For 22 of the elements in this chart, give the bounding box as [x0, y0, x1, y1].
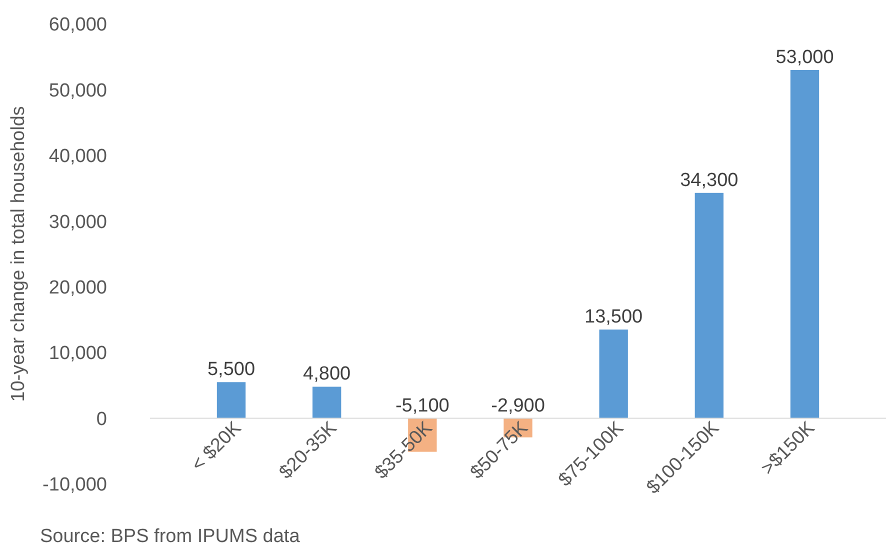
bar [694, 192, 724, 418]
data-label: 13,500 [584, 306, 643, 328]
y-tick-label: 10,000 [48, 343, 107, 364]
source-note: Source: BPS from IPUMS data [40, 526, 300, 547]
data-label: 34,300 [680, 170, 738, 191]
data-label: 53,000 [776, 47, 834, 68]
bar [790, 70, 820, 418]
y-tick-label: 0 [96, 408, 107, 430]
y-tick-label: 40,000 [48, 146, 107, 168]
data-label: 5,500 [207, 359, 256, 380]
y-tick-label: 20,000 [48, 278, 107, 299]
y-tick-label: -10,000 [42, 474, 107, 496]
data-label: -5,100 [395, 395, 450, 416]
data-label: -2,900 [491, 395, 545, 416]
y-tick-label: 30,000 [48, 212, 107, 233]
bar [216, 382, 246, 418]
y-tick-label: 50,000 [48, 80, 107, 102]
bar [599, 330, 628, 418]
bar [312, 386, 342, 418]
data-label: 4,800 [303, 364, 351, 385]
y-tick-label: 60,000 [48, 14, 107, 36]
y-axis-title: 10-year change in total households [8, 106, 29, 402]
